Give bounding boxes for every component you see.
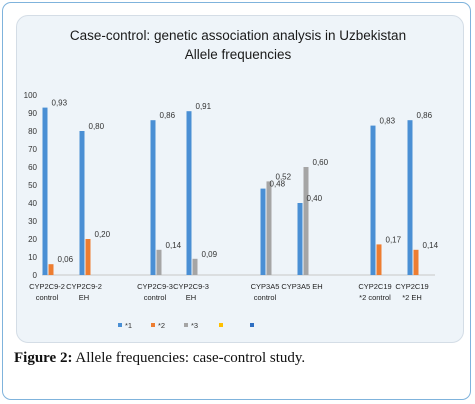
x-tick-label: control [144, 293, 167, 302]
bar [370, 125, 376, 275]
bar [156, 249, 162, 275]
x-tick-label: *2 control [359, 293, 391, 302]
x-tick-label: *2 EH [402, 293, 422, 302]
x-tick-label: CYP3A5 [251, 282, 280, 291]
x-tick-label: CYP2C19 [395, 282, 428, 291]
x-axis: CYP2C9-2 control CYP2C9-2 EH CYP2C9-3 control… [29, 282, 429, 302]
x-tick-label: CYP3A5 EH [281, 282, 322, 291]
data-label: 0,40 [307, 194, 323, 203]
y-axis: 0 10 20 30 40 50 60 70 80 90 100 [24, 91, 435, 280]
x-tick-label: control [254, 293, 277, 302]
data-label: 0,48 [270, 180, 286, 189]
y-tick-label: 90 [28, 109, 37, 118]
bar [376, 244, 382, 275]
data-labels: 0,93 0,06 0,80 0,20 0,86 0,14 0,91 0,09 0,480,52… [52, 99, 439, 265]
chart-title: Case-control: genetic association analys… [70, 28, 406, 43]
bar [407, 120, 413, 275]
legend-swatch [151, 323, 155, 327]
x-tick-label: CYP2C9-2 [29, 282, 65, 291]
data-label: 0,09 [202, 250, 218, 259]
y-tick-label: 20 [28, 235, 37, 244]
legend-swatch [219, 323, 223, 327]
caption-label: Figure 2: [14, 350, 73, 366]
x-tick-label: CYP2C19 [358, 282, 391, 291]
x-tick-label: CYP2C9-2 [66, 282, 102, 291]
x-tick-label: EH [186, 293, 196, 302]
x-tick-label: control [36, 293, 59, 302]
legend: *1 *2 *3 [118, 321, 254, 330]
x-tick-label: CYP2C9-3 [173, 282, 209, 291]
data-label: 0,86 [160, 111, 176, 120]
y-tick-label: 100 [24, 91, 38, 100]
y-tick-label: 30 [28, 217, 37, 226]
legend-label: *3 [191, 321, 198, 330]
data-label: 0,14 [166, 241, 182, 250]
bar [266, 181, 272, 275]
legend-swatch [184, 323, 188, 327]
bar [42, 107, 48, 275]
bar [186, 111, 192, 275]
data-label: 0,83 [380, 117, 396, 126]
y-tick-label: 50 [28, 181, 37, 190]
figure-caption: Figure 2: Allele frequencies: case-contr… [14, 350, 305, 367]
chart-panel [16, 15, 464, 343]
data-label: 0,80 [89, 122, 105, 131]
bar [413, 249, 419, 275]
bar [297, 203, 303, 275]
bar [48, 264, 54, 275]
data-label: 0,14 [423, 241, 439, 250]
y-tick-label: 10 [28, 253, 37, 262]
bar [260, 188, 266, 275]
chart-subtitle: Allele frequencies [185, 47, 292, 62]
bars [42, 107, 419, 275]
data-label: 0,91 [196, 102, 212, 111]
data-label: 0,86 [417, 111, 433, 120]
bar [79, 131, 85, 275]
figure-frame [2, 2, 471, 400]
y-tick-label: 80 [28, 127, 37, 136]
data-label: 0,52 [276, 172, 292, 181]
y-tick-label: 60 [28, 163, 37, 172]
legend-swatch [118, 323, 122, 327]
caption-text: Allele frequencies: case-control study. [72, 350, 306, 366]
y-tick-label: 40 [28, 199, 37, 208]
legend-swatch [250, 323, 254, 327]
legend-label: *2 [158, 321, 165, 330]
y-tick-label: 70 [28, 145, 37, 154]
x-tick-label: EH [79, 293, 89, 302]
legend-label: *1 [125, 321, 132, 330]
bar [150, 120, 156, 275]
bar [303, 167, 309, 275]
x-tick-label: CYP2C9-3 [137, 282, 173, 291]
y-tick-label: 0 [33, 271, 38, 280]
data-label: 0,20 [95, 230, 111, 239]
data-label: 0,17 [386, 235, 402, 244]
bar [192, 258, 198, 275]
data-label: 0,93 [52, 99, 68, 108]
data-label: 0,60 [313, 158, 329, 167]
data-label: 0,06 [58, 255, 74, 264]
bar [85, 239, 91, 275]
